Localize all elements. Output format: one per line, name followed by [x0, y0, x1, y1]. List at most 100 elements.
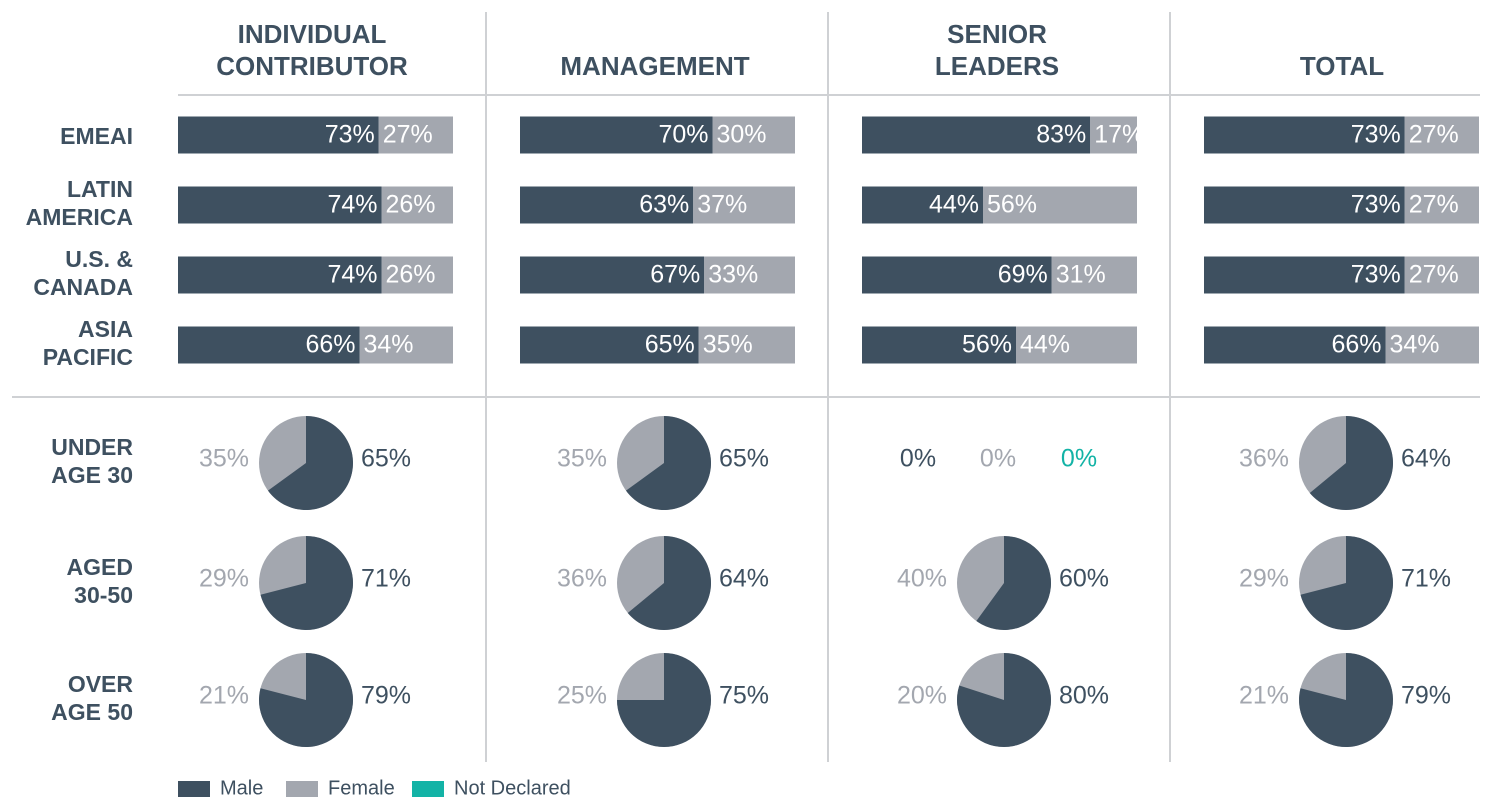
- pie-label-male: 60%: [1059, 565, 1109, 593]
- pie-slice-male: [625, 416, 712, 510]
- pie-label-male: 79%: [361, 682, 411, 710]
- bar-label-female: 35%: [703, 331, 753, 359]
- region-label: ASIA: [78, 316, 133, 342]
- bar-female: [1404, 116, 1479, 154]
- pie-label-male: 75%: [719, 682, 769, 710]
- bar-male: [1204, 256, 1405, 294]
- bar-label-male: 69%: [998, 261, 1048, 289]
- bar-label-female: 44%: [1020, 331, 1070, 359]
- bar-female: [1051, 256, 1137, 294]
- pie-label-female: 36%: [1239, 445, 1289, 473]
- pie-slice-male: [617, 653, 711, 747]
- bar-label-female: 37%: [697, 191, 747, 219]
- pie-label-female: 29%: [199, 565, 249, 593]
- pie-label-male: 65%: [719, 445, 769, 473]
- pie-label-female: 40%: [897, 565, 947, 593]
- pie-label-male: 64%: [719, 565, 769, 593]
- pie-label-male: 71%: [1401, 565, 1451, 593]
- bar-male: [520, 116, 713, 154]
- bar-label-male: 73%: [1351, 261, 1401, 289]
- pie-slice-male: [957, 653, 1052, 747]
- bar-male: [520, 326, 699, 364]
- region-label: LATIN: [67, 176, 133, 202]
- bar-label-male: 63%: [639, 191, 689, 219]
- bar-female: [1090, 116, 1137, 154]
- column-header-1: CONTRIBUTOR: [216, 51, 408, 81]
- bar-female: [359, 326, 453, 364]
- bar-label-male: 56%: [962, 331, 1012, 359]
- bar-male: [1204, 326, 1386, 364]
- age-label: AGED: [67, 554, 133, 580]
- bar-label-male: 66%: [1331, 331, 1381, 359]
- pie-label-female: 21%: [199, 682, 249, 710]
- bar-female: [1016, 326, 1137, 364]
- pie-label-male: 71%: [361, 565, 411, 593]
- pie-label-female: 36%: [557, 565, 607, 593]
- pie-label-male: 80%: [1059, 682, 1109, 710]
- region-label: AMERICA: [26, 204, 133, 230]
- pie-slice-male: [1309, 416, 1394, 510]
- bar-male: [862, 256, 1052, 294]
- pie-label-not-declared: 0%: [1061, 445, 1097, 473]
- bar-label-female: 26%: [386, 261, 436, 289]
- pie-slice-male: [976, 536, 1052, 631]
- bar-label-male: 66%: [305, 331, 355, 359]
- pie-label-male: 64%: [1401, 445, 1451, 473]
- bar-label-female: 30%: [717, 121, 767, 149]
- bar-label-female: 27%: [1409, 121, 1459, 149]
- bar-label-male: 70%: [658, 121, 708, 149]
- age-label: AGE 30: [51, 462, 133, 488]
- bar-label-female: 27%: [1409, 191, 1459, 219]
- pie-label-female: 29%: [1239, 565, 1289, 593]
- pie-label-female: 21%: [1239, 682, 1289, 710]
- bar-male: [862, 116, 1091, 154]
- age-label: OVER: [68, 671, 134, 697]
- bar-female: [1404, 186, 1479, 224]
- bar-female: [693, 186, 795, 224]
- bar-female: [983, 186, 1137, 224]
- bar-label-female: 31%: [1056, 261, 1106, 289]
- bar-label-male: 74%: [327, 191, 377, 219]
- pie-slice-male: [627, 536, 712, 630]
- legend-swatch: [178, 781, 210, 797]
- region-label: EMEAI: [60, 123, 133, 149]
- bar-male: [178, 116, 379, 154]
- pie-label-male: 79%: [1401, 682, 1451, 710]
- bar-female: [1404, 256, 1479, 294]
- bar-label-male: 65%: [645, 331, 695, 359]
- pie-label-female: 35%: [557, 445, 607, 473]
- bar-male: [520, 256, 705, 294]
- column-header-3: SENIOR: [947, 19, 1047, 49]
- bar-female: [698, 326, 795, 364]
- bar-male: [178, 326, 360, 364]
- pie-label-female: 0%: [980, 445, 1016, 473]
- column-header-2: MANAGEMENT: [560, 51, 749, 81]
- bar-label-male: 44%: [929, 191, 979, 219]
- bar-female: [381, 256, 453, 294]
- bar-male: [520, 186, 694, 224]
- column-header-4: TOTAL: [1300, 51, 1384, 81]
- pie-slice-male: [267, 416, 354, 510]
- legend-swatch: [412, 781, 444, 797]
- pie-slice-male: [1300, 536, 1394, 630]
- legend-label: Female: [328, 777, 395, 799]
- bar-female: [378, 116, 453, 154]
- pie-label-female: 35%: [199, 445, 249, 473]
- age-label: UNDER: [51, 434, 133, 460]
- bar-label-female: 34%: [364, 331, 414, 359]
- bar-label-female: 27%: [1409, 261, 1459, 289]
- bar-label-male: 74%: [327, 261, 377, 289]
- age-label: 30-50: [74, 582, 133, 608]
- bar-label-female: 26%: [386, 191, 436, 219]
- bar-label-female: 56%: [987, 191, 1037, 219]
- pie-slice-male: [260, 536, 354, 630]
- bar-male: [862, 326, 1016, 364]
- legend-label: Male: [220, 777, 263, 799]
- bar-female: [712, 116, 795, 154]
- column-header-1: INDIVIDUAL: [238, 19, 387, 49]
- age-label: AGE 50: [51, 699, 133, 725]
- bar-label-female: 34%: [1390, 331, 1440, 359]
- bar-label-female: 27%: [383, 121, 433, 149]
- bar-label-male: 83%: [1036, 121, 1086, 149]
- pie-label-male: 65%: [361, 445, 411, 473]
